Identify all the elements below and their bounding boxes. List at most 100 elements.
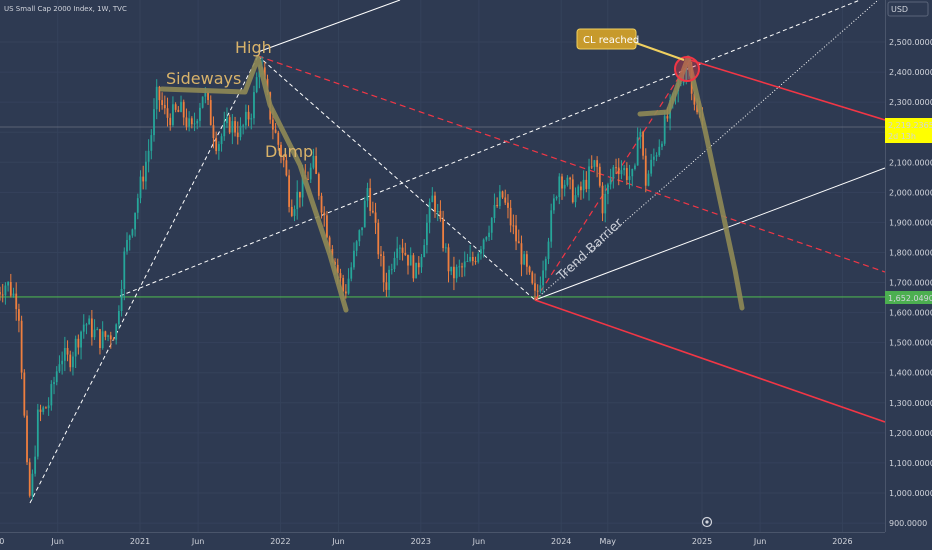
candle-body (339, 273, 342, 278)
time-axis[interactable] (0, 532, 885, 550)
candle-body (190, 118, 193, 125)
candle-body (620, 170, 623, 175)
candle-body (77, 338, 80, 348)
candle-body (112, 339, 115, 341)
candle-body (377, 222, 380, 255)
candle-body (93, 329, 96, 338)
candle-body (444, 247, 447, 249)
candle-body (358, 230, 361, 242)
candle-body (209, 100, 212, 126)
red-upper-channel[interactable] (689, 59, 885, 121)
candle-body (396, 248, 399, 258)
candle-body (604, 193, 607, 214)
candle-body (9, 282, 12, 296)
candle-body (552, 198, 555, 211)
candle-body (39, 409, 42, 412)
candle-body (471, 256, 474, 262)
currency-box (887, 1, 929, 17)
callout-cl-reached[interactable]: CL reached (576, 28, 639, 50)
solid-trend-line[interactable] (534, 167, 885, 301)
time-tick-label: Jun (331, 537, 345, 546)
dashed-decline-line[interactable] (257, 55, 536, 301)
candle-body (312, 155, 315, 168)
red-lower-channel[interactable] (534, 299, 885, 423)
candle-body (353, 250, 355, 268)
candle-body (542, 270, 544, 286)
candle-body (609, 178, 612, 185)
candle-body (1, 294, 4, 296)
candle-body (42, 407, 45, 412)
candle-body (555, 197, 558, 199)
time-tick-label: 2025 (692, 537, 712, 546)
candle-body (577, 186, 580, 196)
candle-body (85, 324, 88, 326)
price-tick-label: 1,700.0000 (889, 279, 932, 288)
candle-body (693, 93, 696, 105)
price-axis[interactable] (885, 0, 932, 550)
candle-body (612, 167, 615, 179)
candle-body (423, 245, 426, 258)
red-dashed-midline[interactable] (257, 55, 885, 273)
cl-target-circle[interactable] (674, 56, 700, 82)
candle-body (382, 256, 385, 283)
candle-body (247, 111, 250, 120)
upper-trendline[interactable] (257, 0, 401, 53)
candle-body (234, 121, 236, 133)
candle-body (426, 222, 428, 246)
candle-body (120, 288, 123, 312)
candle-body (590, 166, 593, 168)
annotation-dump[interactable]: Dump (265, 142, 313, 161)
time-tick-label: Jun (753, 537, 767, 546)
candle-body (96, 329, 99, 331)
candle-body (220, 136, 223, 145)
candle-body (685, 67, 688, 81)
candle-body (69, 354, 72, 368)
marker-sideways-dump[interactable] (159, 55, 349, 313)
candle-body (244, 111, 247, 126)
candle-body (588, 166, 590, 189)
candle-body (412, 255, 415, 279)
candle-body (28, 462, 31, 496)
drawings-layer (0, 0, 885, 504)
candle-body (182, 101, 185, 118)
currency-label: USD (891, 5, 908, 14)
candle-body (569, 177, 572, 180)
red-dashed-rise[interactable] (534, 59, 691, 301)
annotation-sideways[interactable]: Sideways (166, 69, 241, 88)
candle-body (509, 207, 512, 226)
plot-background (0, 0, 885, 532)
candle-body (74, 338, 77, 357)
candle-body (7, 282, 10, 286)
candle-body (155, 86, 158, 110)
candle-body (117, 311, 120, 325)
candles-layer (0, 56, 704, 500)
candle-body (434, 195, 436, 212)
candle-body (47, 405, 50, 409)
candle-body (474, 261, 477, 263)
candle-body (480, 249, 482, 254)
candle-body (485, 237, 488, 240)
price-tick-label: 2,100.0000 (889, 158, 932, 167)
candle-body (285, 160, 288, 176)
candle-body (536, 290, 539, 292)
candle-body (531, 272, 534, 284)
candle-body (320, 195, 323, 213)
candle-body (101, 331, 104, 348)
candle-body (166, 108, 169, 118)
marker-projection[interactable] (637, 55, 745, 311)
candle-body (250, 118, 253, 120)
price-tick-label: 1,200.0000 (889, 429, 932, 438)
price-tick-label: 1,800.0000 (889, 248, 932, 257)
candle-body (280, 144, 282, 157)
candle-body (201, 96, 204, 108)
candle-body (36, 409, 39, 457)
time-tick-label: 2024 (551, 537, 571, 546)
settings-gear-icon[interactable] (701, 516, 713, 528)
candle-body (145, 161, 147, 182)
dotted-trend-line[interactable] (534, 0, 885, 301)
candle-body (123, 251, 126, 289)
candle-body (23, 372, 26, 416)
annotation-high[interactable]: High (235, 38, 272, 57)
candle-body (647, 173, 650, 186)
